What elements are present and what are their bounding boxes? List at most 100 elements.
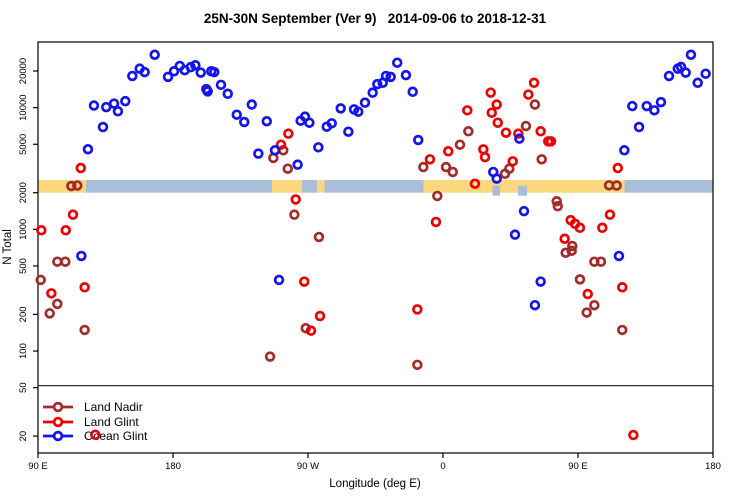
y-tick-label: 50 [18,382,29,393]
x-tick-label: 0 [440,461,445,472]
data-point-ocean-glint [222,88,234,100]
band-segment-land [38,180,86,193]
legend-item-ocean-glint: Ocean Glint [41,429,147,444]
data-point-land-nadir [52,256,63,267]
data-point-ocean-glint [680,67,691,78]
data-point-land-glint [75,162,86,174]
data-point-ocean-glint [335,103,346,114]
data-point-land-nadir [300,322,312,334]
data-point-land-nadir [536,154,547,165]
legend: Land Nadir Land Glint Ocean Glint [41,400,147,444]
data-point-land-glint [290,194,301,205]
band-ocean-notch [518,185,527,196]
data-point-ocean-glint [663,70,675,82]
data-point-land-glint [486,107,498,118]
band-segment-land [317,180,325,193]
data-point-land-glint [612,162,623,174]
data-point-land-glint [462,105,473,116]
data-point-land-glint [79,282,90,293]
data-point-ocean-glint [367,87,378,98]
data-point-land-glint [478,144,489,155]
data-point-ocean-glint [641,100,652,112]
data-point-ocean-glint [253,148,264,159]
y-tick-label: 1000 [18,219,29,240]
data-point-land-nadir [574,274,586,285]
data-point-ocean-glint [518,205,530,217]
data-point-land-glint [616,282,628,293]
data-point-ocean-glint [174,60,186,72]
data-point-land-nadir [595,256,607,267]
data-point-ocean-glint [700,68,711,79]
data-point-ocean-glint [649,105,660,116]
data-point-land-nadir [566,245,577,256]
data-point-ocean-glint [619,145,630,156]
data-point-ocean-glint [672,63,683,74]
data-point-ocean-glint [209,66,220,78]
data-point-ocean-glint [692,77,703,89]
data-point-ocean-glint [509,229,521,240]
data-point-land-nadir [66,180,77,192]
data-point-ocean-glint [162,71,174,83]
data-point-land-glint [545,136,557,147]
data-point-land-glint [523,89,534,100]
data-point-ocean-glint [529,299,541,311]
y-tick-label: 5000 [18,134,29,155]
data-point-land-glint [479,151,491,163]
data-point-ocean-glint [97,121,109,133]
data-point-ocean-glint [100,101,112,113]
data-point-ocean-glint [675,61,687,73]
data-point-land-glint [528,77,540,89]
x-tick-label: 90 E [28,461,48,472]
data-point-land-glint [597,222,608,234]
data-point-ocean-glint [359,97,371,108]
data-point-land-nadir [616,324,628,336]
data-point-land-nadir [529,99,541,110]
data-point-ocean-glint [348,104,360,115]
band-segment-land [423,180,625,193]
legend-item-land-glint: Land Glint [41,415,147,430]
data-point-land-glint [582,288,593,300]
x-tick-label: 180 [165,461,181,472]
data-point-land-nadir [72,180,83,191]
data-point-land-nadir [412,359,423,371]
data-point-ocean-glint [269,145,281,156]
data-point-ocean-glint [239,116,250,128]
band-ocean-notch [492,185,500,196]
band-segment-ocean [86,180,272,193]
data-point-land-nadir [282,163,294,174]
data-point-land-nadir [611,180,622,191]
x-tick-label: 90 E [568,461,588,472]
land-nadir-symbol-icon [43,402,73,413]
plot-border [37,41,714,454]
data-point-land-glint [314,310,326,322]
data-point-ocean-glint [168,66,180,77]
band-segment-land [272,180,302,193]
data-point-ocean-glint [685,49,697,60]
data-point-ocean-glint [488,166,499,178]
data-point-land-glint [604,209,616,220]
data-point-land-nadir [289,209,300,220]
data-point-land-nadir [551,196,562,207]
data-point-land-glint [491,99,502,110]
chart-title: 25N-30N September (Ver 9) 2014-09-06 to … [203,11,547,26]
data-point-ocean-glint [407,86,418,98]
data-point-land-glint [469,178,481,189]
y-tick-label: 200 [18,306,29,322]
data-point-land-nadir [463,126,474,137]
x-tick-label: 180 [705,461,721,472]
data-point-land-glint [60,225,71,236]
data-point-land-nadir [504,163,515,174]
data-point-ocean-glint [112,106,124,117]
data-point-ocean-glint [321,121,333,132]
data-point-ocean-glint [380,70,392,82]
data-point-ocean-glint [206,66,217,77]
data-point-ocean-glint [246,99,258,110]
legend-label: Land Glint [84,414,139,429]
legend-item-land-nadir: Land Nadir [41,400,147,415]
data-point-land-glint [628,429,639,441]
data-point-land-nadir [499,168,511,180]
y-tick-label: 20 [18,431,29,442]
data-point-land-nadir [454,139,466,150]
data-point-land-glint [424,154,436,165]
data-point-land-glint [46,288,57,299]
